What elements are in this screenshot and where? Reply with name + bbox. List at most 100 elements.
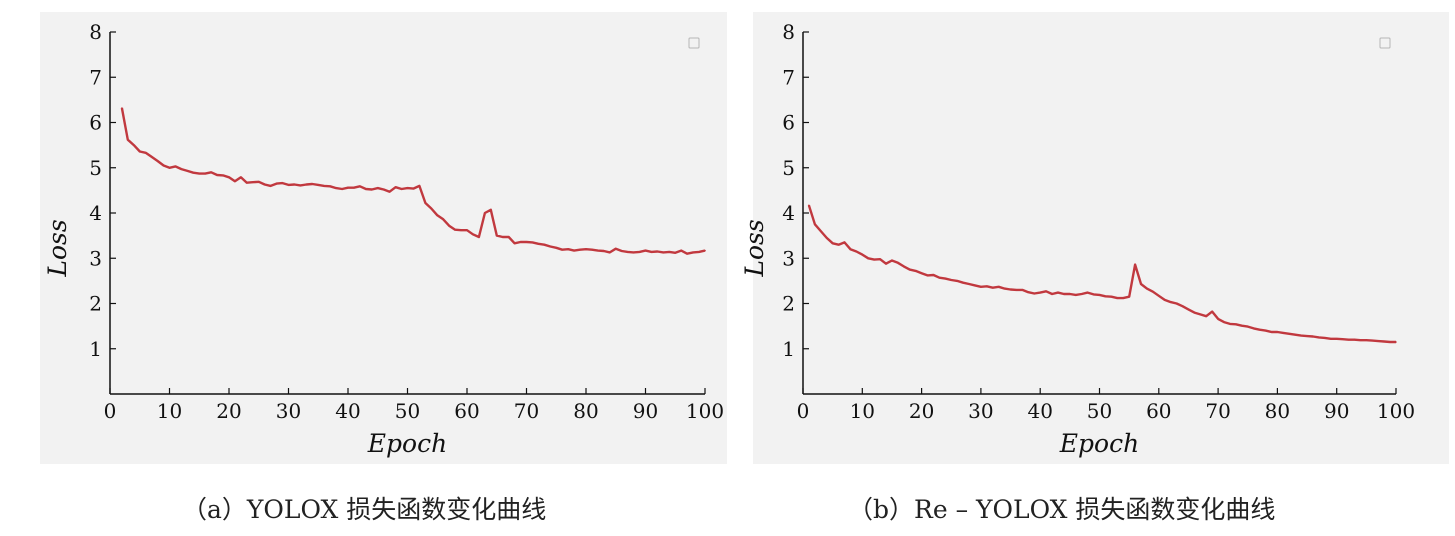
data-point — [168, 167, 171, 169]
data-point — [317, 184, 320, 186]
data-point — [555, 247, 558, 249]
y-tick-label: 4 — [89, 201, 102, 225]
data-point — [210, 171, 212, 174]
y-tick-label: 3 — [89, 246, 102, 270]
data-point — [1247, 325, 1249, 328]
data-point — [950, 279, 953, 281]
data-point — [644, 249, 647, 252]
data-point — [323, 185, 326, 187]
data-point — [1175, 302, 1178, 305]
data-point — [1187, 308, 1190, 311]
data-point — [986, 285, 988, 288]
data-point — [650, 251, 653, 253]
x-tick-label: 60 — [454, 399, 479, 423]
y-axis-title: Loss — [43, 219, 72, 277]
data-point — [1152, 290, 1154, 293]
data-point — [656, 250, 659, 253]
data-point — [1181, 305, 1184, 308]
data-point — [442, 218, 445, 221]
x-tick-label: 70 — [1205, 399, 1230, 423]
data-point — [1282, 332, 1285, 334]
data-point — [1021, 289, 1024, 291]
data-point — [1051, 293, 1053, 295]
data-point — [1341, 338, 1344, 341]
data-point — [1140, 283, 1142, 285]
data-point — [198, 172, 201, 175]
data-point — [549, 245, 552, 248]
data-point — [347, 186, 349, 189]
data-point — [133, 144, 135, 146]
data-point — [585, 248, 587, 250]
data-point — [490, 209, 492, 211]
data-point — [1318, 336, 1320, 339]
data-point — [1003, 287, 1006, 290]
data-point — [430, 207, 433, 210]
data-point — [263, 183, 266, 186]
data-point — [258, 181, 260, 183]
data-point — [662, 251, 665, 254]
data-point — [454, 228, 456, 231]
data-point — [597, 249, 599, 252]
data-point — [287, 184, 290, 186]
data-point — [406, 187, 409, 189]
data-point — [394, 186, 397, 188]
data-point — [956, 280, 958, 282]
data-point — [920, 272, 923, 275]
data-point — [496, 234, 498, 237]
data-point — [837, 243, 840, 246]
data-point — [299, 184, 302, 187]
x-tick-label: 100 — [686, 399, 724, 423]
data-point — [1075, 294, 1077, 296]
y-tick-label: 2 — [782, 292, 795, 316]
legend-box — [688, 37, 700, 49]
x-tick-label: 30 — [968, 399, 993, 423]
data-point — [674, 252, 677, 254]
data-point — [1330, 338, 1332, 340]
data-point — [311, 183, 314, 185]
data-point — [127, 138, 129, 141]
x-tick-label: 80 — [573, 399, 598, 423]
data-point — [686, 252, 688, 255]
data-point — [1039, 291, 1041, 294]
data-point — [513, 242, 516, 245]
data-point — [897, 262, 899, 264]
data-point — [867, 257, 869, 260]
data-point — [501, 236, 504, 238]
data-point — [603, 250, 605, 252]
data-point — [216, 174, 218, 176]
data-point — [192, 171, 195, 174]
data-point — [543, 243, 546, 246]
data-point — [150, 156, 153, 158]
data-point — [1324, 337, 1326, 339]
data-point — [412, 187, 415, 190]
data-point — [1288, 333, 1291, 335]
data-point — [932, 274, 935, 276]
y-tick-label: 5 — [89, 156, 102, 180]
x-tick-label: 0 — [797, 399, 810, 423]
data-point — [234, 180, 236, 183]
data-point — [820, 230, 822, 232]
loss-series-line — [807, 204, 1396, 344]
data-point — [974, 284, 976, 287]
data-point — [879, 258, 881, 261]
data-point — [519, 241, 522, 243]
loss-series-line — [120, 107, 706, 255]
data-point — [1258, 328, 1261, 331]
y-tick-label: 1 — [89, 337, 102, 361]
data-point — [1353, 338, 1356, 341]
chart-caption-b: （b）Re – YOLOX 损失函数变化曲线 — [848, 495, 1276, 524]
data-point — [466, 229, 468, 231]
data-point — [252, 181, 254, 183]
data-point — [891, 259, 893, 262]
y-tick-label: 6 — [89, 111, 102, 135]
y-tick-label: 7 — [782, 65, 795, 89]
data-point — [1270, 331, 1273, 333]
plot-background — [40, 12, 727, 464]
data-point — [537, 243, 540, 245]
y-tick-label: 2 — [89, 292, 102, 316]
data-point — [843, 241, 846, 244]
data-point — [478, 236, 480, 238]
y-axis-title: Loss — [740, 219, 769, 277]
y-tick-label: 3 — [782, 246, 795, 270]
